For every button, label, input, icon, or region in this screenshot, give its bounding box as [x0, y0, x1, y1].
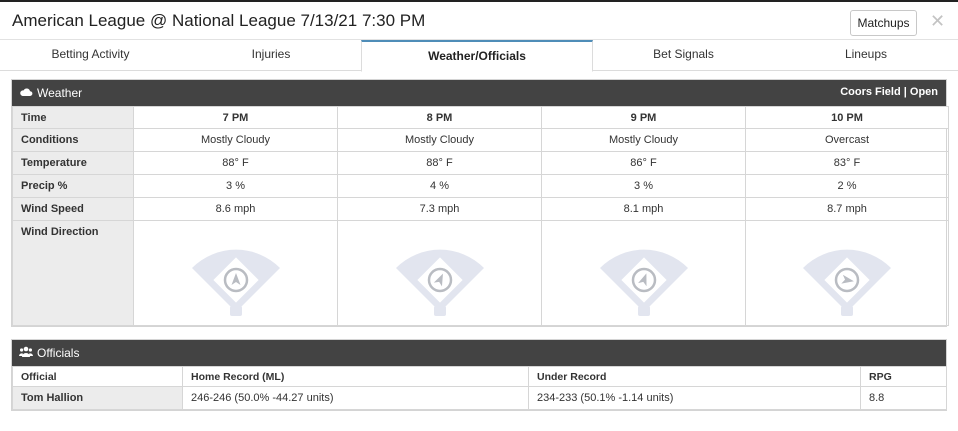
tab-bar: Betting Activity Injuries Weather/Offici… [0, 40, 958, 72]
row-label-precip: Precip % [12, 174, 134, 198]
column-header-under-record: Under Record [528, 366, 861, 387]
ballpark-wind-icon [599, 249, 688, 316]
precip-cell: 3 % [133, 174, 338, 198]
wind-arrow-icon [637, 273, 647, 287]
wind-speed-cell: 8.7 mph [745, 197, 949, 221]
wind-arrow-icon [433, 273, 443, 287]
matchups-button[interactable]: Matchups [850, 10, 917, 36]
precip-cell: 4 % [337, 174, 542, 198]
table-row: Tom Hallion 246-246 (50.0% -44.27 units)… [12, 386, 947, 410]
hour-header: 9 PM [541, 106, 746, 129]
temperature-cell: 88° F [133, 151, 338, 175]
home-record-cell: 246-246 (50.0% -44.27 units) [182, 386, 529, 410]
tab-injuries[interactable]: Injuries [251, 47, 291, 61]
column-header-home-record: Home Record (ML) [182, 366, 529, 387]
window-top-strip [0, 0, 958, 2]
ballpark-wind-icon [395, 249, 484, 316]
wind-direction-row: Wind Direction [12, 220, 949, 326]
tab-bet-signals[interactable]: Bet Signals [653, 47, 714, 61]
officials-panel-header: Officials [12, 340, 946, 366]
officials-panel: Officials Official Home Record (ML) Unde… [11, 339, 947, 411]
conditions-cell: Overcast [745, 128, 949, 152]
hour-header: 8 PM [337, 106, 542, 129]
conditions-cell: Mostly Cloudy [133, 128, 338, 152]
cloud-icon [20, 88, 33, 96]
conditions-cell: Mostly Cloudy [337, 128, 542, 152]
column-header-official: Official [12, 366, 183, 387]
precip-cell: 2 % [745, 174, 949, 198]
row-label-conditions: Conditions [12, 128, 134, 152]
wind-speed-cell: 8.1 mph [541, 197, 746, 221]
wind-speed-cell: 7.3 mph [337, 197, 542, 221]
row-label-time: Time [12, 106, 134, 129]
ballpark-wind-icon [191, 249, 280, 316]
officials-header-row: Official Home Record (ML) Under Record R… [12, 366, 947, 387]
column-header-rpg: RPG [860, 366, 947, 387]
conditions-cell: Mostly Cloudy [541, 128, 746, 152]
officials-panel-title: Officials [37, 346, 80, 360]
wind-direction-cell [337, 220, 542, 326]
weather-panel-header: Weather Coors Field | Open [12, 80, 946, 106]
officials-table: Official Home Record (ML) Under Record R… [12, 366, 947, 410]
time-row: Time 7 PM 8 PM 9 PM 10 PM [12, 106, 949, 129]
wind-speed-cell: 8.6 mph [133, 197, 338, 221]
wind-direction-cell [745, 220, 949, 326]
wind-speed-row: Wind Speed 8.6 mph 7.3 mph 8.1 mph 8.7 m… [12, 197, 949, 221]
weather-panel-title: Weather [37, 86, 83, 100]
temperature-cell: 83° F [745, 151, 949, 175]
users-icon [19, 346, 33, 357]
wind-arrow-icon [231, 273, 240, 285]
precip-row: Precip % 3 % 4 % 3 % 2 % [12, 174, 949, 198]
tab-weather-officials[interactable]: Weather/Officials [361, 40, 593, 72]
venue-label: Coors Field | Open [840, 86, 938, 98]
close-icon[interactable]: ✕ [930, 11, 946, 31]
modal-header: American League @ National League 7/13/2… [0, 2, 958, 40]
tab-lineups[interactable]: Lineups [844, 47, 888, 61]
hour-header: 7 PM [133, 106, 338, 129]
row-label-temperature: Temperature [12, 151, 134, 175]
temperature-row: Temperature 88° F 88° F 86° F 83° F [12, 151, 949, 175]
weather-table: Time 7 PM 8 PM 9 PM 10 PM Conditions Mos… [12, 106, 949, 326]
rpg-cell: 8.8 [860, 386, 947, 410]
temperature-cell: 86° F [541, 151, 746, 175]
tab-betting-activity[interactable]: Betting Activity [51, 47, 130, 61]
row-label-wind-speed: Wind Speed [12, 197, 134, 221]
hour-header: 10 PM [745, 106, 949, 129]
weather-panel: Weather Coors Field | Open Time 7 PM 8 P… [11, 79, 949, 327]
ballpark-wind-icon [803, 249, 891, 316]
wind-direction-cell [541, 220, 746, 326]
page-title: American League @ National League 7/13/2… [12, 11, 426, 30]
precip-cell: 3 % [541, 174, 746, 198]
official-name: Tom Hallion [12, 386, 183, 410]
under-record-cell: 234-233 (50.1% -1.14 units) [528, 386, 861, 410]
conditions-row: Conditions Mostly Cloudy Mostly Cloudy M… [12, 128, 949, 152]
wind-arrow-icon [841, 274, 854, 284]
temperature-cell: 88° F [337, 151, 542, 175]
wind-direction-cell [133, 220, 338, 326]
row-label-wind-direction: Wind Direction [12, 220, 134, 326]
